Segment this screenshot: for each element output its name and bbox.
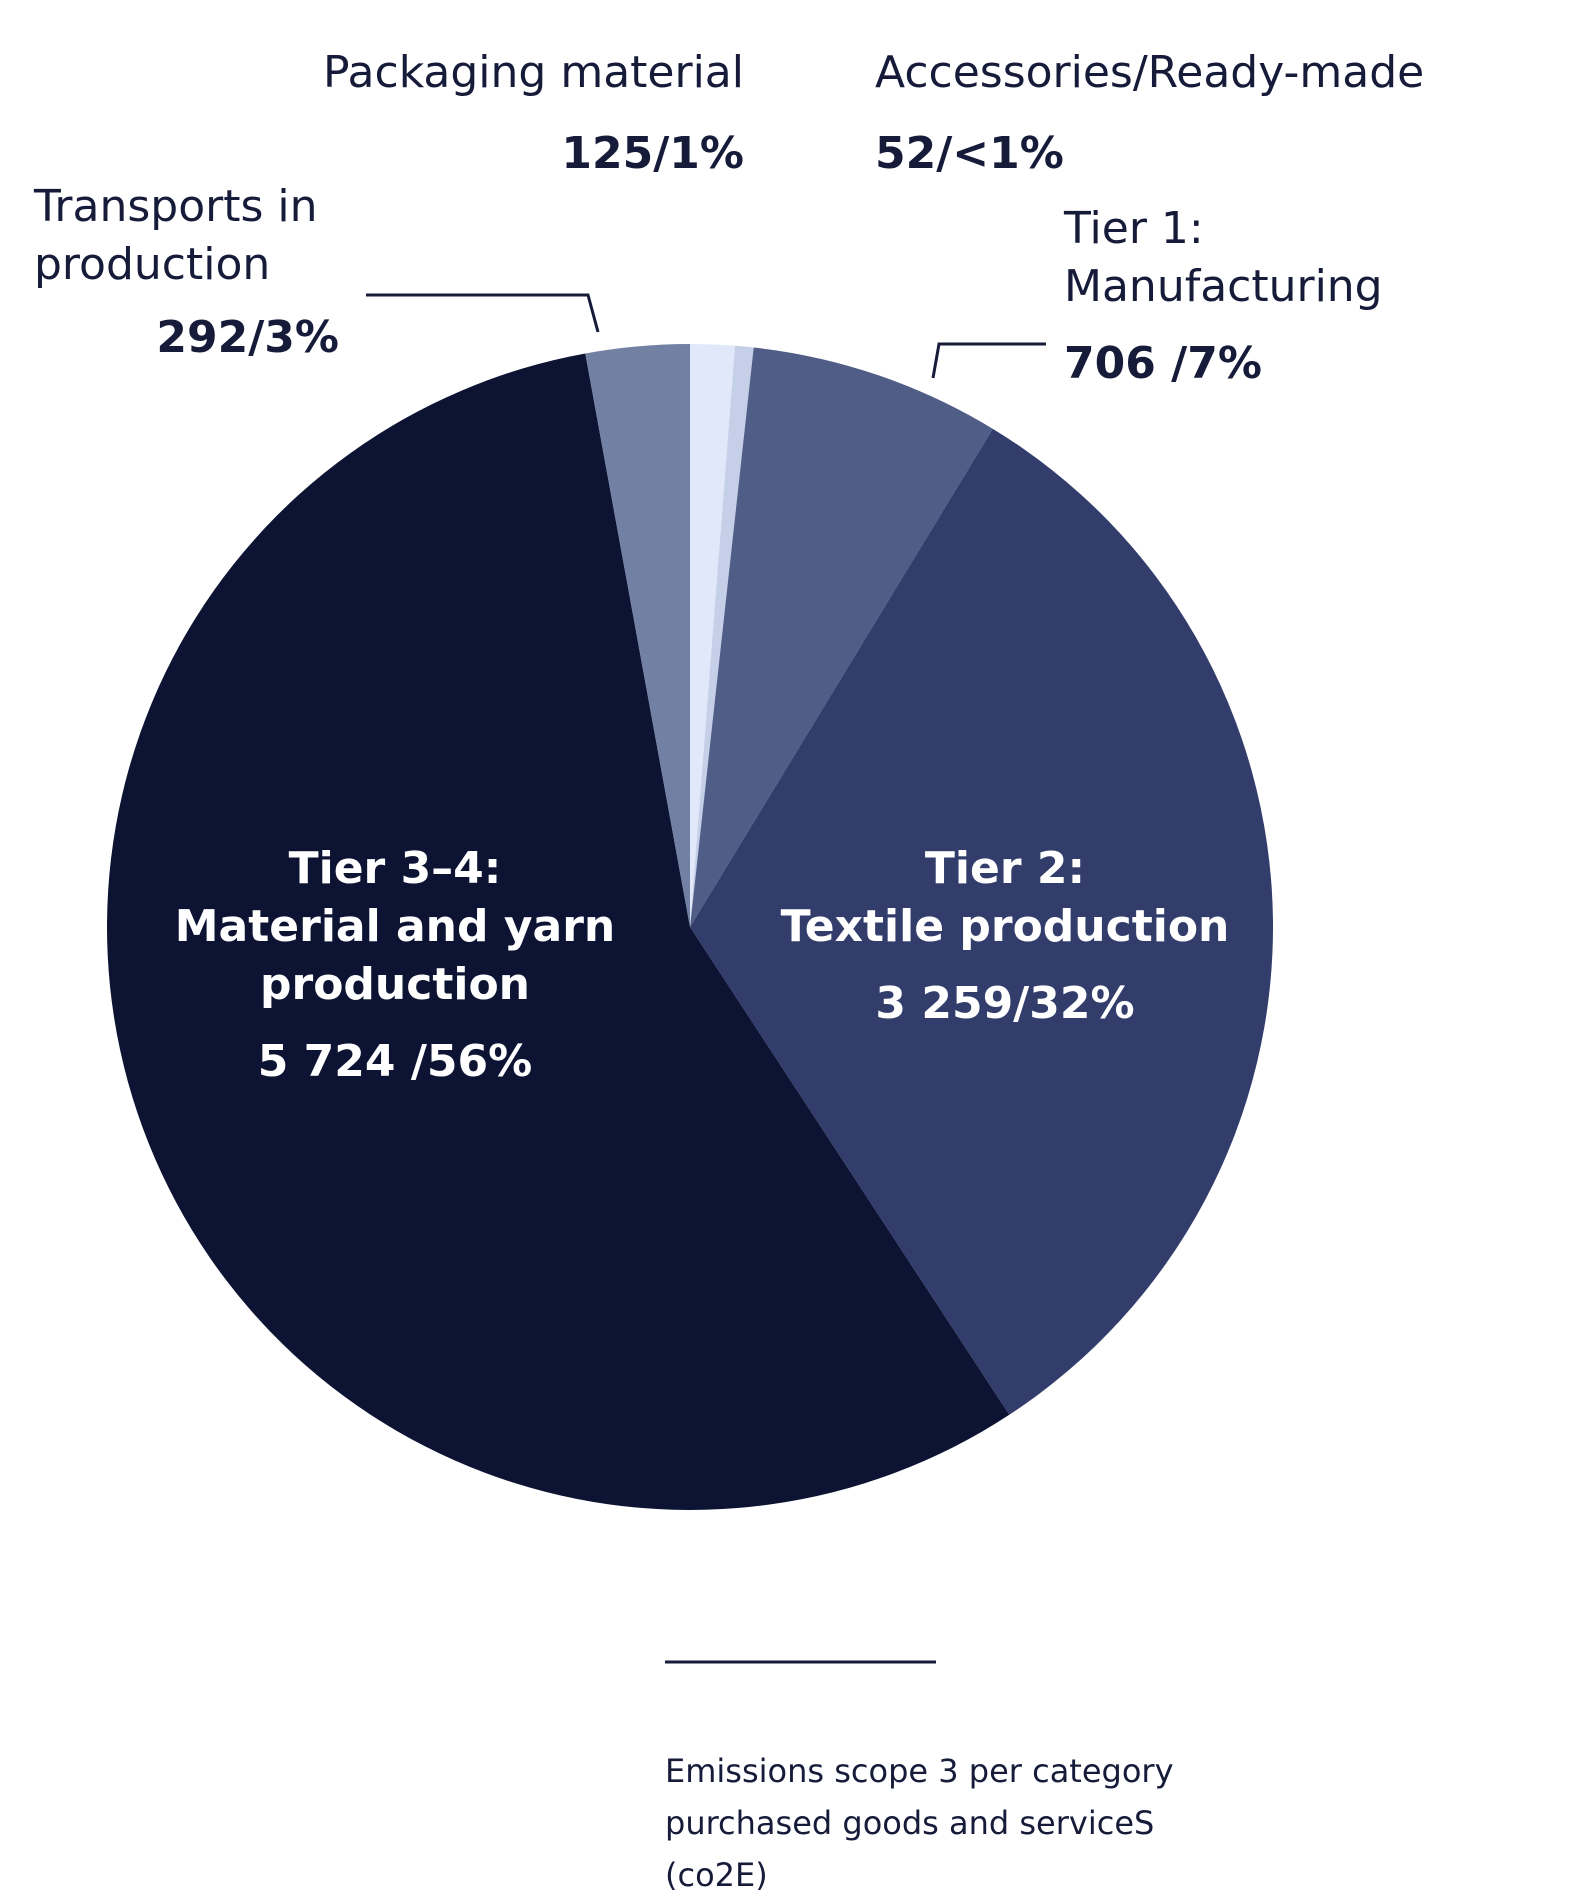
leader-line: [366, 293, 600, 333]
value-label: 292/3%: [156, 312, 339, 363]
pie-slice: [690, 345, 754, 927]
slice-label: Tier 1: Manufacturing: [1064, 203, 1383, 312]
value-label: 3 259/32%: [875, 978, 1135, 1029]
pie-slice: [690, 428, 1273, 1415]
pie-slice: [690, 344, 736, 927]
slice-label: Packaging material: [323, 47, 744, 98]
value-label: 706 /7%: [1064, 338, 1262, 389]
value-label: 125/1%: [561, 128, 744, 179]
value-label: 5 724 /56%: [257, 1036, 533, 1087]
slice-label: Transports in production: [34, 181, 318, 290]
leader-line: [931, 342, 1046, 379]
slice-label: Tier 3–4: Material and yarn production: [174, 843, 616, 1010]
value-label: 52/<1%: [875, 128, 1064, 179]
pie-slice: [106, 353, 1010, 1511]
pie-slice: [585, 344, 690, 927]
slice-label: Accessories/Ready-made: [875, 47, 1425, 98]
pie-slice: [690, 347, 993, 927]
chart-caption: Emissions scope 3 per category purchased…: [665, 1752, 1174, 1894]
slice-label: Tier 2: Textile production: [780, 843, 1230, 952]
